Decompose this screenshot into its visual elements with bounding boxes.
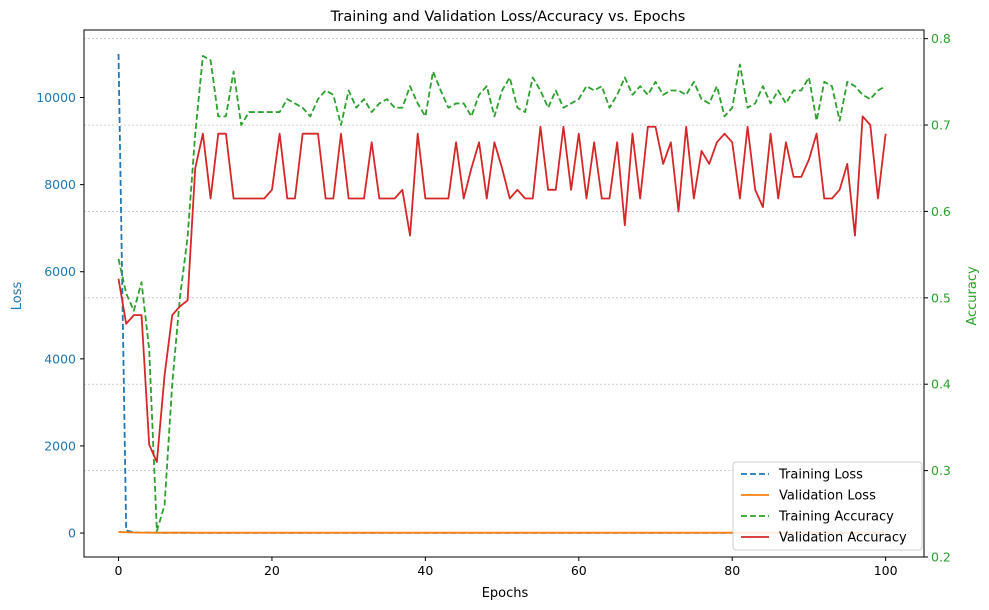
y-right-tick-label: 0.6 — [931, 204, 951, 219]
x-tick-label: 0 — [115, 563, 123, 578]
grid-lines — [84, 38, 924, 471]
y-left-tick-label: 4000 — [44, 351, 76, 366]
legend-label: Training Loss — [778, 468, 863, 483]
legend-label: Training Accuracy — [778, 510, 894, 525]
y-left-tick-label: 10000 — [36, 90, 76, 105]
x-axis-label: Epochs — [482, 586, 529, 601]
legend-label: Validation Accuracy — [779, 531, 907, 546]
y-axis-left-label: Loss — [10, 282, 25, 311]
legend-label: Validation Loss — [779, 489, 876, 504]
x-tick-label: 80 — [724, 563, 740, 578]
series-line-validation-accuracy — [117, 115, 887, 463]
series-layer — [117, 53, 887, 534]
plot-frame — [83, 29, 925, 558]
series-line-training-loss — [117, 53, 886, 534]
legend: Training Loss Validation Loss Training Acc… — [732, 461, 923, 551]
legend-box — [732, 461, 923, 551]
chart-title: Training and Validation Loss/Accuracy vs… — [330, 9, 686, 25]
y-left-tick-label: 2000 — [44, 438, 76, 453]
x-tick-label: 40 — [417, 563, 433, 578]
y-right-tick-label: 0.2 — [931, 550, 951, 565]
series-line-validation-loss — [118, 531, 886, 534]
y-left-tick-label: 6000 — [44, 264, 76, 279]
y-right-tick-label: 0.3 — [931, 463, 951, 478]
y-left-tick-label: 0 — [68, 526, 76, 541]
y-axis-left: 0 2000 4000 6000 8000 10000 — [36, 90, 84, 541]
x-tick-label: 20 — [264, 563, 280, 578]
x-axis: 0 20 40 60 80 100 — [115, 557, 898, 578]
series-line-training-accuracy — [117, 55, 887, 532]
y-right-tick-label: 0.7 — [931, 118, 951, 133]
y-axis-right: 0.2 0.3 0.4 0.5 0.6 0.7 0.8 — [924, 31, 951, 565]
y-axis-right-label: Accuracy — [965, 266, 980, 326]
y-right-tick-label: 0.8 — [931, 31, 951, 46]
x-tick-label: 60 — [571, 563, 587, 578]
y-right-tick-label: 0.4 — [931, 377, 951, 392]
y-left-tick-label: 8000 — [44, 177, 76, 192]
x-tick-label: 100 — [874, 563, 898, 578]
y-right-tick-label: 0.5 — [931, 290, 951, 305]
